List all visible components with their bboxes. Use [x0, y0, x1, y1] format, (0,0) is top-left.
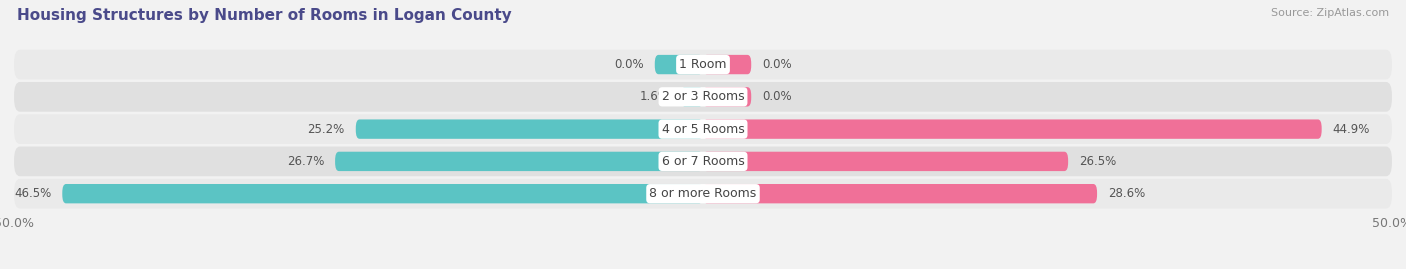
Text: Source: ZipAtlas.com: Source: ZipAtlas.com [1271, 8, 1389, 18]
FancyBboxPatch shape [703, 119, 1322, 139]
FancyBboxPatch shape [14, 179, 1392, 208]
Text: 44.9%: 44.9% [1333, 123, 1369, 136]
Text: 4 or 5 Rooms: 4 or 5 Rooms [662, 123, 744, 136]
Text: 26.7%: 26.7% [287, 155, 323, 168]
Text: 6 or 7 Rooms: 6 or 7 Rooms [662, 155, 744, 168]
FancyBboxPatch shape [14, 50, 1392, 79]
FancyBboxPatch shape [14, 147, 1392, 176]
FancyBboxPatch shape [681, 87, 703, 107]
Text: 26.5%: 26.5% [1080, 155, 1116, 168]
Text: 0.0%: 0.0% [762, 58, 792, 71]
Text: 2 or 3 Rooms: 2 or 3 Rooms [662, 90, 744, 103]
Text: 46.5%: 46.5% [14, 187, 51, 200]
Text: 0.0%: 0.0% [614, 58, 644, 71]
Text: Housing Structures by Number of Rooms in Logan County: Housing Structures by Number of Rooms in… [17, 8, 512, 23]
Text: 0.0%: 0.0% [762, 90, 792, 103]
Text: 1 Room: 1 Room [679, 58, 727, 71]
Text: 28.6%: 28.6% [1108, 187, 1146, 200]
Text: 1.6%: 1.6% [640, 90, 669, 103]
Text: 8 or more Rooms: 8 or more Rooms [650, 187, 756, 200]
FancyBboxPatch shape [703, 184, 1097, 203]
FancyBboxPatch shape [703, 55, 751, 74]
FancyBboxPatch shape [703, 87, 751, 107]
FancyBboxPatch shape [655, 55, 703, 74]
FancyBboxPatch shape [62, 184, 703, 203]
FancyBboxPatch shape [703, 152, 1069, 171]
FancyBboxPatch shape [356, 119, 703, 139]
FancyBboxPatch shape [14, 114, 1392, 144]
Text: 25.2%: 25.2% [308, 123, 344, 136]
FancyBboxPatch shape [335, 152, 703, 171]
FancyBboxPatch shape [14, 82, 1392, 112]
